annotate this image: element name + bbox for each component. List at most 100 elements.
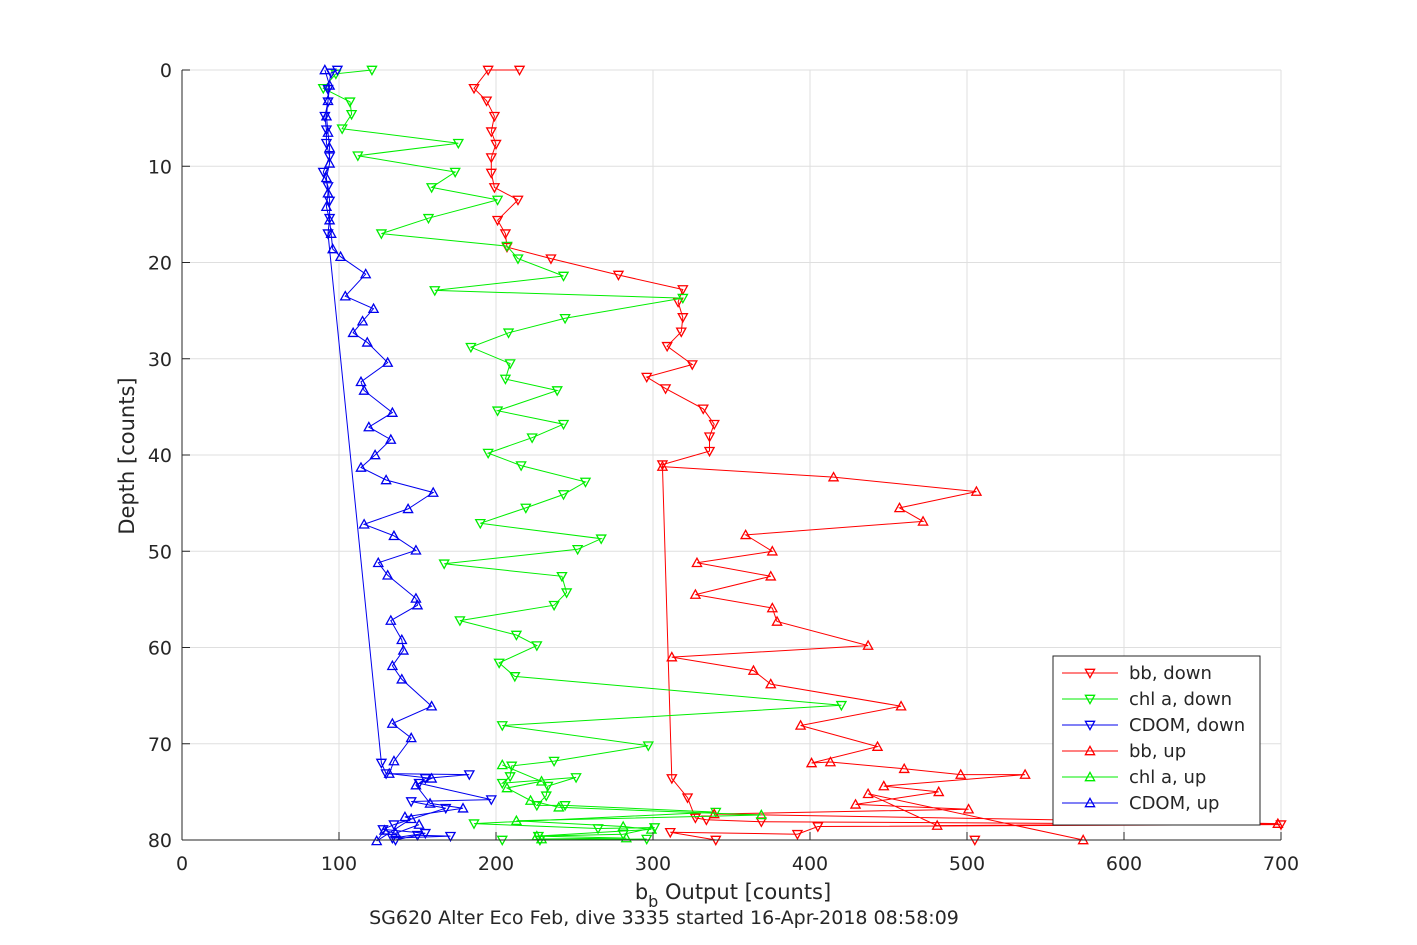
data-point <box>755 809 768 820</box>
legend-box <box>1052 655 1261 826</box>
data-point <box>666 651 678 662</box>
data-point <box>377 825 389 836</box>
axes <box>181 69 1282 841</box>
data-point <box>386 406 399 417</box>
data-point <box>739 528 752 540</box>
data-point <box>510 630 523 641</box>
y-tick-label: 40 <box>148 445 172 467</box>
data-point <box>648 823 661 834</box>
data-point <box>681 793 694 804</box>
data-point <box>385 433 397 444</box>
data-point <box>356 315 369 326</box>
data-point <box>429 286 441 297</box>
series-5 <box>319 64 469 846</box>
data-point <box>691 556 703 568</box>
data-point <box>463 770 476 781</box>
data-point <box>381 569 394 580</box>
data-point <box>878 780 890 791</box>
data-point <box>388 529 400 541</box>
data-point <box>405 797 417 808</box>
x-tick-label: 0 <box>176 853 188 875</box>
data-point <box>933 785 945 797</box>
data-point <box>579 477 592 488</box>
data-point <box>482 65 494 76</box>
y-tick-label: 30 <box>148 349 172 371</box>
data-point <box>794 719 807 730</box>
data-point <box>1272 817 1284 828</box>
data-point <box>355 375 367 387</box>
data-point <box>323 142 336 153</box>
data-point <box>474 519 487 530</box>
data-point <box>771 615 783 626</box>
data-point <box>452 138 465 150</box>
data-point <box>361 336 373 347</box>
data-point <box>710 807 722 819</box>
x-tick-label: 500 <box>949 853 985 875</box>
data-point <box>812 822 824 833</box>
data-point <box>553 801 565 812</box>
data-point <box>375 229 388 240</box>
data-point <box>791 829 804 841</box>
data-point <box>369 449 381 460</box>
data-point <box>493 658 505 669</box>
data-point <box>319 64 331 75</box>
legend-entry: bb, up <box>1062 741 1186 762</box>
data-point <box>496 778 508 790</box>
data-point <box>381 356 394 367</box>
data-point <box>955 768 967 779</box>
y-axis-label: Depth [counts] <box>115 377 139 534</box>
data-point <box>1019 768 1031 779</box>
chart-caption: SG620 Alter Eco Feb, dive 3335 started 1… <box>369 907 959 929</box>
data-point <box>513 65 526 76</box>
data-point <box>438 559 450 570</box>
data-point <box>413 818 425 829</box>
data-point <box>320 200 333 212</box>
data-point <box>703 432 716 443</box>
data-point <box>422 213 435 225</box>
legend-marker <box>1084 720 1096 731</box>
legend-label: CDOM, up <box>1129 793 1219 814</box>
data-point <box>370 835 383 846</box>
data-point <box>380 769 392 780</box>
data-point <box>325 227 337 238</box>
data-point <box>385 614 397 625</box>
data-point <box>666 774 678 785</box>
y-tick-label: 80 <box>148 830 172 852</box>
data-point <box>336 124 348 135</box>
series-line <box>662 466 1278 841</box>
data-point <box>501 782 513 793</box>
data-point <box>595 534 607 545</box>
data-point <box>641 372 653 383</box>
data-point <box>656 460 669 471</box>
x-axis-label: bb Output [counts] <box>635 880 831 911</box>
x-tick-label: 200 <box>478 853 514 875</box>
data-point <box>389 827 402 838</box>
data-point <box>465 342 477 354</box>
data-point <box>491 215 504 227</box>
data-point <box>531 641 543 652</box>
data-point <box>570 773 582 784</box>
data-point <box>411 599 424 610</box>
plot-series <box>317 64 1287 846</box>
data-point <box>827 471 840 482</box>
data-point <box>322 94 334 106</box>
data-point <box>397 644 410 655</box>
data-point <box>689 588 702 599</box>
data-point <box>559 313 571 325</box>
series-3 <box>656 460 1284 845</box>
data-point <box>405 812 417 824</box>
data-point <box>898 762 910 774</box>
legend-marker <box>1084 771 1096 782</box>
data-point <box>444 831 457 843</box>
data-point <box>677 285 689 296</box>
data-point <box>499 374 512 385</box>
legend-marker <box>1084 668 1096 679</box>
data-point <box>323 214 336 225</box>
y-tick-label: 70 <box>148 734 172 756</box>
data-point <box>824 756 837 767</box>
data-point <box>334 250 347 262</box>
data-point <box>482 448 494 460</box>
x-tick-label: 300 <box>635 853 671 875</box>
data-point <box>317 167 330 178</box>
data-point <box>454 616 466 627</box>
